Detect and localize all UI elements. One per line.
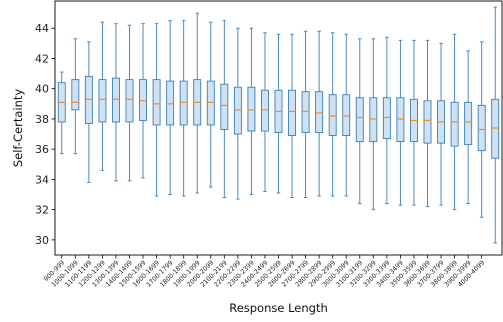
box-21 (328, 32, 337, 197)
box-25 (382, 36, 391, 205)
box-body (206, 80, 215, 126)
box-8 (152, 23, 161, 197)
box-body (125, 79, 134, 123)
box-14 (233, 27, 242, 200)
box-29 (437, 42, 446, 206)
box-body (464, 101, 473, 146)
y-axis-title: Self-Certainty (11, 89, 25, 168)
box-28 (423, 39, 432, 208)
box-23 (355, 38, 364, 205)
y-tick-label: 44 (35, 22, 49, 35)
y-tick-label: 40 (35, 83, 49, 96)
x-axis-title: Response Length (229, 301, 328, 315)
box-17 (274, 33, 283, 194)
box-body (355, 97, 364, 143)
box-body (220, 83, 229, 130)
box-33 (491, 6, 500, 244)
box-24 (369, 38, 378, 211)
box-27 (409, 39, 418, 206)
box-body (301, 91, 310, 133)
box-body (342, 94, 351, 137)
box-body (98, 79, 107, 123)
box-5 (111, 23, 120, 182)
box-body (450, 101, 459, 147)
box-20 (315, 30, 324, 197)
box-body (477, 104, 486, 152)
box-body (247, 86, 256, 132)
box-31 (464, 50, 473, 205)
box-body (71, 79, 80, 111)
y-tick-label: 34 (35, 173, 49, 186)
y-axis-ticks: 30 32 34 36 38 40 42 44 (35, 22, 55, 247)
box-7 (139, 23, 148, 179)
box-body (111, 77, 120, 123)
box-body (139, 79, 148, 121)
y-tick-label: 36 (35, 143, 49, 156)
box-10 (179, 20, 188, 197)
box-13 (220, 20, 229, 198)
box-26 (396, 39, 405, 206)
x-axis-ticks: 900-9991000-10991100-11991200-12991300-1… (43, 255, 486, 289)
box-body (166, 80, 175, 126)
y-tick-label: 30 (35, 234, 49, 247)
box-32 (477, 41, 486, 218)
box-body (84, 76, 93, 124)
box-body (315, 91, 324, 133)
box-body (260, 89, 269, 132)
box-body (179, 80, 188, 126)
box-3 (84, 41, 93, 183)
box-18 (288, 33, 297, 198)
box-30 (450, 33, 459, 211)
box-body (328, 94, 337, 137)
y-tick-label: 38 (35, 113, 49, 126)
box-15 (247, 27, 256, 195)
box-body (233, 86, 242, 135)
plot-marks (57, 6, 500, 244)
box-19 (301, 30, 310, 198)
box-body (423, 100, 432, 144)
y-tick-label: 42 (35, 52, 49, 65)
box-6 (125, 24, 134, 182)
box-22 (342, 33, 351, 197)
box-1 (57, 71, 66, 155)
box-body (288, 89, 297, 137)
box-body (369, 97, 378, 143)
box-16 (260, 32, 269, 192)
box-body (396, 97, 405, 143)
y-tick-label: 32 (35, 204, 49, 217)
box-body (491, 98, 500, 159)
box-12 (206, 21, 215, 188)
box-body (382, 97, 391, 140)
box-4 (98, 21, 107, 171)
box-2 (71, 38, 80, 155)
box-body (152, 79, 161, 126)
box-9 (166, 20, 175, 195)
box-11 (193, 12, 202, 194)
